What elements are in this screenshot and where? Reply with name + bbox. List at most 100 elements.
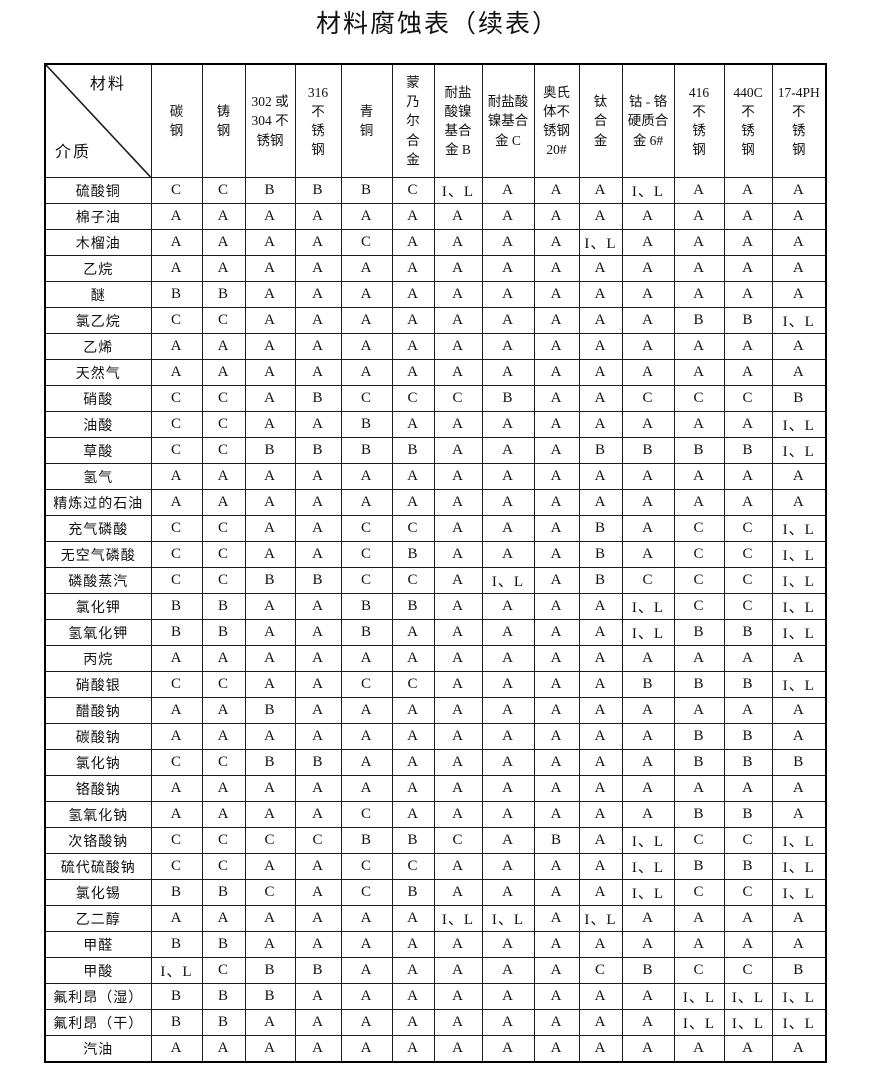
rating-cell: C [201,749,246,776]
rating-cell: A [433,515,483,542]
rating-cell: A [294,281,342,308]
rating-cell: A [340,281,393,308]
rating-cell: A [294,333,342,360]
rating-cell: B [244,983,296,1010]
rating-cell: A [621,645,675,672]
rating-cell: A [771,177,827,204]
rating-cell: A [244,775,296,802]
rating-cell: C [723,827,773,854]
rating-cell: I、L [578,905,623,932]
rating-cell: B [340,827,393,854]
rating-cell: A [673,775,725,802]
rating-cell: B [673,619,725,646]
rating-cell: I、L [621,177,675,204]
rating-cell: A [294,697,342,724]
rating-cell: B [481,385,535,412]
rating-cell: A [244,671,296,698]
rating-cell: I、L [771,853,827,880]
rating-cell: I、L [771,541,827,568]
rating-cell: I、L [673,1009,725,1036]
medium-cell: 氯乙烷 [44,307,152,334]
rating-cell: A [433,723,483,750]
rating-cell: B [621,957,675,984]
rating-cell: A [294,983,342,1010]
rating-cell: A [578,671,623,698]
medium-cell: 乙二醇 [44,905,152,932]
rating-cell: A [244,463,296,490]
rating-cell: A [391,359,435,386]
rating-cell: A [433,359,483,386]
rating-cell: A [244,1009,296,1036]
rating-cell: A [673,229,725,256]
rating-cell: B [244,749,296,776]
table-row: 丙烷 A A A A A A A A A A A A A A [44,645,827,672]
rating-cell: A [578,203,623,230]
rating-cell: C [201,827,246,854]
rating-cell: A [771,1035,827,1063]
rating-cell: A [433,411,483,438]
rating-cell: I、L [771,671,827,698]
rating-cell: A [621,463,675,490]
rating-cell: A [294,801,342,828]
rating-cell: A [391,333,435,360]
medium-cell: 醋酸钠 [44,697,152,724]
page-title: 材料腐蚀表（续表） [315,11,559,38]
rating-cell: C [150,567,203,594]
rating-cell: C [340,515,393,542]
rating-cell: A [621,983,675,1010]
rating-cell: B [201,931,246,958]
rating-cell: A [578,359,623,386]
rating-cell: A [578,723,623,750]
rating-cell: A [294,203,342,230]
rating-cell: A [481,723,535,750]
rating-cell: A [433,229,483,256]
rating-cell: A [578,385,623,412]
rating-cell: A [533,879,580,906]
rating-cell: B [244,697,296,724]
rating-cell: A [723,229,773,256]
rating-cell: A [340,203,393,230]
rating-cell: A [391,983,435,1010]
rating-cell: A [578,1035,623,1063]
rating-cell: A [723,1035,773,1063]
rating-cell: A [244,333,296,360]
rating-cell: A [533,541,580,568]
table-row: 铬酸钠 A A A A A A A A A A A A A A [44,775,827,802]
rating-cell: I、L [771,307,827,334]
rating-cell: A [533,437,580,464]
rating-cell: A [533,957,580,984]
rating-cell: B [578,541,623,568]
rating-cell: A [578,827,623,854]
table-row: 木榴油 A A A A C A A A A I、L A A A A [44,229,827,256]
rating-cell: A [673,359,725,386]
table-row: 棉子油 A A A A A A A A A A A A A A [44,203,827,230]
rating-cell: A [578,619,623,646]
rating-cell: B [150,619,203,646]
rating-cell: A [340,931,393,958]
rating-cell: A [673,489,725,516]
rating-cell: A [294,905,342,932]
rating-cell: A [673,463,725,490]
rating-cell: A [433,541,483,568]
rating-cell: I、L [723,1009,773,1036]
rating-cell: A [673,905,725,932]
table-row: 草酸 C C B B B B A A A B B B B I、L [44,437,827,464]
rating-cell: A [244,541,296,568]
medium-cell: 精炼过的石油 [44,489,152,516]
medium-cell: 碳酸钠 [44,723,152,750]
rating-cell: A [533,905,580,932]
rating-cell: A [578,307,623,334]
rating-cell: A [481,1035,535,1063]
rating-cell: A [481,1009,535,1036]
rating-cell: B [340,177,393,204]
table-row: 精炼过的石油 A A A A A A A A A A A A A A [44,489,827,516]
table-row: 氟利昂（干） B B A A A A A A A A A I、L I、L I、L [44,1009,827,1036]
rating-cell: A [673,411,725,438]
rating-cell: I、L [433,905,483,932]
column-header: 302 或 304 不 锈钢 [244,63,296,178]
rating-cell: A [533,463,580,490]
rating-cell: A [201,229,246,256]
medium-cell: 乙烷 [44,255,152,282]
rating-cell: A [578,853,623,880]
rating-cell: A [481,619,535,646]
